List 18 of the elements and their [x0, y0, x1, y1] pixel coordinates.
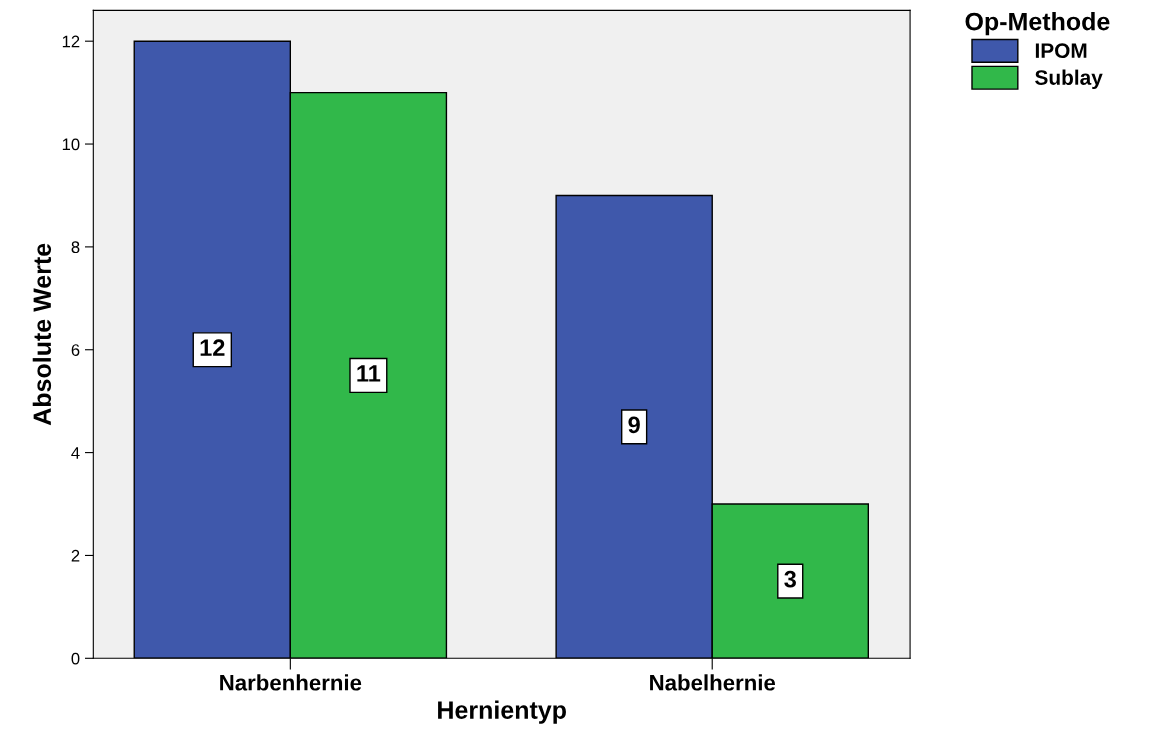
legend-title: Op-Methode [965, 12, 1110, 36]
y-tick-label: 2 [71, 549, 80, 562]
data-label: 3 [784, 570, 796, 588]
data-label: 11 [357, 365, 381, 382]
y-tick-label: 8 [71, 241, 80, 254]
y-tick-label: 6 [71, 344, 80, 356]
legend-label: Sublay [1035, 69, 1103, 90]
x-tick-label: Narbenhernie [220, 674, 362, 691]
legend-label: IPOM [1035, 43, 1087, 59]
y-tick-label: 4 [71, 447, 80, 459]
y-tick-label: 0 [71, 652, 80, 665]
x-tick-label: Nabelhernie [650, 674, 776, 691]
data-label: 9 [628, 416, 640, 434]
x-axis-title: Hernientyp [438, 700, 566, 724]
y-axis-title: Absolute Werte [32, 243, 52, 426]
y-tick-label: 12 [62, 35, 80, 48]
data-label: 12 [200, 339, 225, 356]
y-tick-label: 10 [62, 138, 80, 151]
